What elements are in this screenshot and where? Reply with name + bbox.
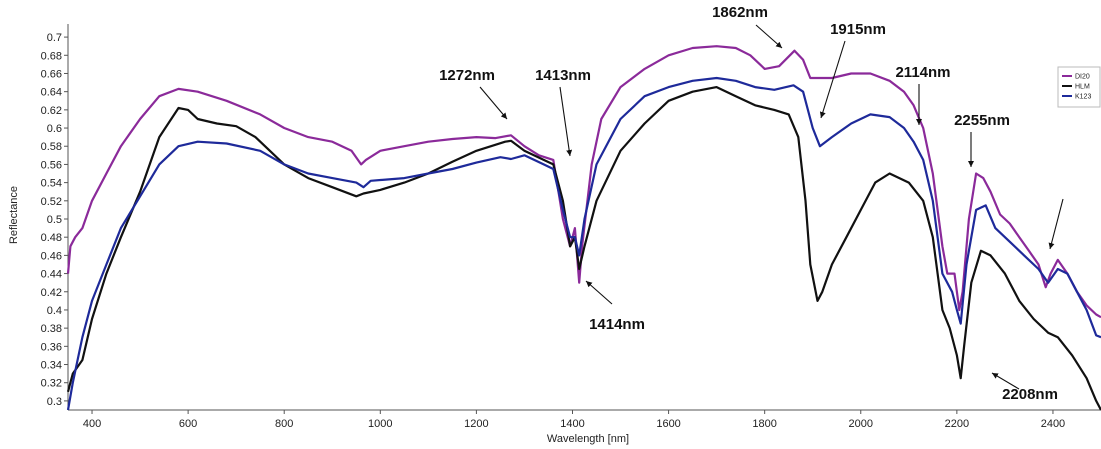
annotation: 1862nm — [712, 4, 783, 49]
annotation-layer: 1272nm 1413nm 1414nm 1862nm 1915nm 2114nm 2255… — [439, 4, 1064, 403]
annotation-arrow — [559, 86, 573, 157]
annotation: 2114nm — [895, 64, 951, 125]
y-axis-title: Reflectance — [8, 186, 20, 244]
x-axis-title: Wavelength [nm] — [547, 433, 629, 445]
y-tick-label: 0.42 — [41, 287, 62, 299]
annotation: 1272nm — [439, 67, 508, 120]
annotation-label: 1272nm — [439, 67, 495, 84]
annotation-arrow — [585, 280, 613, 305]
x-tick-label: 1600 — [656, 418, 680, 430]
series-line-di20 — [66, 45, 1101, 319]
legend-label: K123 — [1075, 94, 1091, 101]
annotation: 2208nm — [991, 372, 1058, 403]
series-layer — [66, 45, 1101, 411]
x-tick-label: 1800 — [752, 418, 776, 430]
legend-label: HLM — [1075, 84, 1090, 91]
y-tick-label: 0.66 — [41, 68, 62, 80]
y-tick-label: 0.5 — [47, 214, 62, 226]
y-tick-label: 0.44 — [41, 269, 62, 281]
y-tick-label: 0.56 — [41, 159, 62, 171]
annotation-label: 1414nm — [589, 316, 645, 333]
y-tick-label: 0.46 — [41, 250, 62, 262]
annotation: 1915nm — [819, 21, 886, 119]
annotation: 1413nm — [535, 67, 591, 157]
y-axis: 0.3 0.32 0.34 0.36 0.38 0.4 0.42 0.44 0.46 0.48 0.… — [41, 24, 69, 410]
annotation-arrow — [479, 86, 508, 120]
y-tick-label: 0.4 — [47, 305, 62, 317]
y-tick-label: 0.34 — [41, 360, 62, 372]
y-tick-label: 0.64 — [41, 87, 62, 99]
y-tick-label: 0.32 — [41, 378, 62, 390]
annotation-label: 1915nm — [830, 21, 886, 38]
x-tick-label: 600 — [179, 418, 197, 430]
y-tick-label: 0.68 — [41, 50, 62, 62]
annotation: 1414nm — [585, 280, 645, 333]
annotation-label: 1862nm — [712, 4, 768, 21]
x-tick-label: 400 — [83, 418, 101, 430]
x-tick-label: 800 — [275, 418, 293, 430]
annotation-arrow — [755, 24, 783, 49]
y-tick-label: 0.62 — [41, 105, 62, 117]
x-tick-label: 1400 — [560, 418, 584, 430]
series-line-k123 — [66, 76, 1101, 411]
y-tick-label: 0.48 — [41, 232, 62, 244]
annotation-label: 2114nm — [895, 64, 950, 81]
y-tick-label: 0.3 — [47, 396, 62, 408]
annotation-label: 2255nm — [954, 112, 1010, 129]
annotation — [1048, 198, 1064, 250]
annotation-label: 2208nm — [1002, 386, 1058, 403]
y-tick-label: 0.6 — [47, 123, 62, 135]
x-axis: 400 600 800 1000 1200 1400 1600 1800 2000 2200 240… — [68, 409, 1101, 430]
y-tick-label: 0.52 — [41, 196, 62, 208]
x-tick-label: 1200 — [464, 418, 488, 430]
annotation-arrow — [991, 372, 1020, 390]
y-tick-label: 0.7 — [47, 32, 62, 44]
series-line-hlm — [66, 86, 1101, 411]
y-tick-label: 0.38 — [41, 323, 62, 335]
annotation-arrow — [819, 40, 846, 119]
annotation-label: 1413nm — [535, 67, 591, 84]
y-tick-label: 0.36 — [41, 341, 62, 353]
legend-label: DI20 — [1075, 74, 1090, 81]
y-tick-label: 0.54 — [41, 178, 62, 190]
annotation-arrow — [1048, 198, 1064, 250]
legend: DI20 HLM K123 — [1057, 66, 1101, 108]
x-tick-label: 2000 — [849, 418, 873, 430]
x-tick-label: 2400 — [1041, 418, 1065, 430]
x-tick-label: 1000 — [368, 418, 392, 430]
y-tick-label: 0.58 — [41, 141, 62, 153]
x-tick-label: 2200 — [945, 418, 969, 430]
annotation: 2255nm — [954, 112, 1010, 167]
